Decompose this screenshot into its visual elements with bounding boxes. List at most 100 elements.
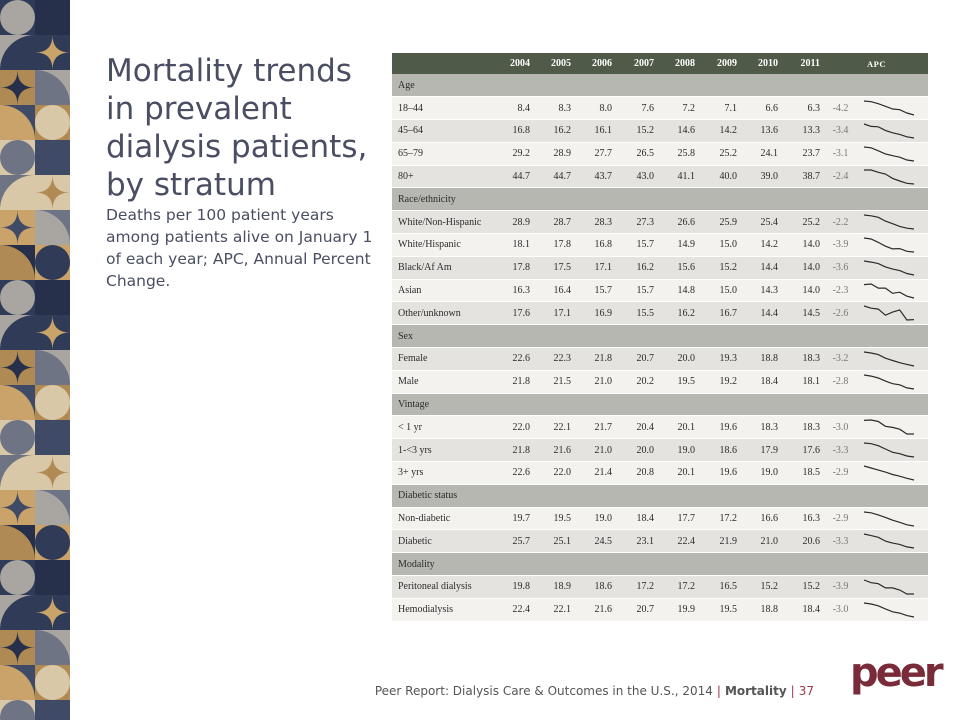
rate-cell: 20.6 — [783, 529, 825, 554]
pattern-shape — [0, 665, 35, 700]
rate-cell: 15.2 — [783, 575, 825, 599]
trend-sparkline — [863, 533, 915, 549]
row-label: 18–44 — [392, 96, 492, 121]
table-row: 65–79 29.2 28.9 27.7 26.5 25.8 25.2 24.1 23.7 -3.… — [392, 142, 929, 166]
rate-cell: 15.0 — [700, 233, 742, 257]
header-year-2011: 2011 — [800, 58, 820, 69]
sparkline-cell — [856, 301, 929, 326]
apc-cell: -3.3 — [825, 438, 856, 463]
rate-cell: 14.5 — [783, 301, 825, 326]
table-row: Non-diabetic 19.7 19.5 19.0 18.4 17.7 17.2 16.6… — [392, 507, 929, 531]
rate-cell: 18.4 — [742, 370, 783, 394]
sparkline-path — [863, 123, 915, 139]
rate-cell: 16.2 — [535, 119, 576, 143]
sparkline-cell — [856, 96, 929, 121]
trend-sparkline — [863, 146, 915, 162]
table-row: White/Hispanic 18.1 17.8 16.8 15.7 14.9 15.0 14… — [392, 233, 929, 257]
trend-sparkline — [863, 282, 915, 299]
row-label: Female — [392, 347, 492, 371]
pattern-shape — [35, 175, 70, 210]
pattern-shape — [0, 350, 35, 385]
rate-cell: 28.9 — [492, 210, 535, 235]
slide-footer: Peer Report: Dialysis Care & Outcomes in… — [375, 684, 814, 698]
rate-cell: 8.0 — [576, 96, 617, 121]
rate-cell: 21.8 — [492, 438, 535, 463]
pattern-shape — [35, 420, 70, 455]
apc-cell: -3.6 — [825, 256, 856, 280]
slide-subtitle: Deaths per 100 patient years among patie… — [106, 206, 373, 290]
trend-sparkline — [863, 100, 915, 116]
table-row: Diabetic 25.7 25.1 24.5 23.1 22.4 21.9 21.0 20.6… — [392, 529, 929, 554]
sparkline-cell — [856, 370, 929, 394]
trend-sparkline — [863, 579, 914, 595]
rate-cell: 18.1 — [783, 370, 825, 394]
row-label: Black/Af Am — [392, 256, 492, 280]
rate-cell: 43.7 — [576, 165, 617, 189]
rate-cell: 17.1 — [576, 256, 617, 280]
rate-cell: 15.0 — [700, 279, 742, 303]
group-label: Vintage — [392, 393, 929, 417]
sparkline-cell — [856, 507, 929, 531]
rate-cell: 25.2 — [783, 210, 825, 235]
rate-cell: 14.8 — [659, 279, 700, 303]
sparkline-path — [863, 146, 915, 162]
sparkline-path — [863, 579, 914, 595]
footer-page-number: 37 — [798, 684, 814, 698]
rate-cell: 18.5 — [783, 461, 825, 485]
apc-cell: -3.9 — [825, 575, 856, 599]
group-row: Diabetic status — [392, 484, 929, 508]
pattern-shape — [35, 35, 70, 70]
pattern-shape — [35, 210, 70, 245]
apc-cell: -2.2 — [825, 210, 856, 235]
rate-cell: 20.1 — [659, 415, 700, 440]
header-label-cell — [392, 53, 492, 74]
trend-sparkline — [863, 351, 915, 367]
rate-cell: 17.8 — [535, 233, 576, 257]
rate-cell: 18.4 — [783, 598, 825, 622]
rate-cell: 21.8 — [492, 370, 535, 394]
table-row: Male 21.8 21.5 21.0 20.2 19.5 19.2 18.4 18.1 -2.8 — [392, 370, 929, 394]
rate-cell: 23.7 — [783, 142, 825, 166]
sparkline-cell — [856, 415, 929, 440]
trend-sparkline — [863, 374, 915, 390]
row-label: Asian — [392, 279, 492, 303]
apc-cell: -3.9 — [825, 233, 856, 257]
group-row: Modality — [392, 552, 929, 577]
table-row: 80+ 44.7 44.7 43.7 43.0 41.1 40.0 39.0 38.7 -2.4 — [392, 165, 929, 189]
group-row: Age — [392, 74, 929, 98]
rate-cell: 15.2 — [700, 256, 742, 280]
table-row: Black/Af Am 17.8 17.5 17.1 16.2 15.6 15.2 14.4 1… — [392, 256, 929, 280]
sparkline-cell — [856, 256, 929, 280]
pattern-shape — [35, 525, 70, 560]
rate-cell: 21.6 — [576, 598, 617, 622]
table-row: Other/unknown 17.6 17.1 16.9 15.5 16.2 16.7 14.… — [392, 301, 929, 326]
rate-cell: 21.5 — [535, 370, 576, 394]
row-label: 65–79 — [392, 142, 492, 166]
slide-title: Mortality trends in prevalent dialysis p… — [106, 53, 368, 203]
apc-cell: -3.0 — [825, 598, 856, 622]
apc-cell: -3.0 — [825, 415, 856, 440]
table-row: Asian 16.3 16.4 15.7 15.7 14.8 15.0 14.3 14.0 -2.… — [392, 279, 929, 303]
apc-cell: -4.2 — [825, 96, 856, 121]
apc-cell: -2.8 — [825, 370, 856, 394]
rate-cell: 26.5 — [617, 142, 659, 166]
rate-cell: 22.1 — [535, 598, 576, 622]
pattern-shape — [35, 315, 70, 350]
sparkline-cell — [856, 165, 929, 189]
rate-cell: 14.0 — [783, 256, 825, 280]
rate-cell: 22.4 — [492, 598, 535, 622]
rate-cell: 21.0 — [576, 438, 617, 463]
header-year-2007: 2007 — [634, 58, 654, 69]
group-label: Diabetic status — [392, 484, 929, 508]
rate-cell: 44.7 — [535, 165, 576, 189]
apc-cell: -2.3 — [825, 279, 856, 303]
rate-cell: 22.0 — [535, 461, 576, 485]
pattern-shape — [0, 140, 35, 175]
pattern-shape — [0, 35, 35, 70]
rate-cell: 16.8 — [492, 119, 535, 143]
rate-cell: 22.0 — [492, 415, 535, 440]
rate-cell: 14.6 — [659, 119, 700, 143]
apc-cell: -2.9 — [825, 461, 856, 485]
peer-logo: peer — [850, 650, 947, 696]
table-row: < 1 yr 22.0 22.1 21.7 20.4 20.1 19.6 18.3 18.3 -3… — [392, 415, 929, 440]
